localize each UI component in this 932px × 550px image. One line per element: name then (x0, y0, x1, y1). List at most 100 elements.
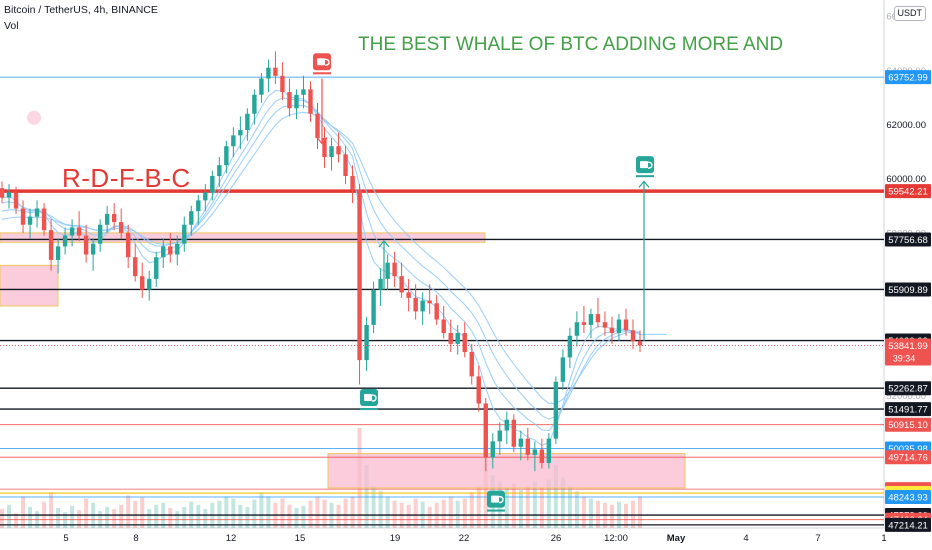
time-axis-tick-label: 22 (459, 533, 470, 544)
price-axis-label: 59542.21 (888, 187, 928, 198)
candle-body (511, 419, 517, 447)
candle (637, 330, 643, 352)
volume-bar (539, 488, 544, 528)
volume-bar (371, 485, 376, 528)
price-axis-label: 57756.68 (888, 235, 928, 246)
candle (385, 254, 390, 290)
candle-body (259, 78, 264, 95)
volume-bar (378, 491, 383, 528)
candle (357, 184, 362, 385)
candle-body (224, 146, 229, 166)
volume-bar (427, 506, 432, 528)
volume-bar (364, 464, 369, 528)
candle-body (161, 246, 166, 258)
candle (231, 127, 236, 158)
price-axis-label: 47214.21 (888, 520, 928, 531)
volume-bar (84, 498, 89, 528)
candle (574, 311, 580, 347)
candle (406, 278, 411, 312)
price-axis-label: 48243.93 (888, 493, 928, 504)
volume-bar (119, 504, 124, 528)
candle (168, 232, 173, 263)
candle-body (462, 333, 467, 352)
volume-bar (56, 508, 61, 528)
candle (133, 243, 138, 282)
candle-body (175, 243, 180, 255)
volume-bar (182, 506, 187, 528)
candle-body (76, 227, 82, 236)
volume-indicator-label: Vol (4, 20, 19, 32)
candle-body (336, 146, 341, 155)
candle (462, 322, 467, 358)
volume-bar (525, 485, 530, 528)
candle-body (322, 138, 327, 158)
candle-body (420, 300, 425, 312)
price-axis-label: 50915.10 (888, 420, 928, 431)
candle (483, 398, 488, 472)
time-axis-tick-label: 5 (63, 533, 68, 544)
candle (490, 433, 495, 469)
price-axis-label-bg (885, 450, 931, 465)
candle (210, 170, 215, 201)
time-axis-tick-label: 7 (815, 533, 820, 544)
time-axis-tick-label: 8 (133, 533, 138, 544)
candle (392, 251, 397, 288)
symbol-title: Bitcoin / TetherUS, 4h, BINANCE (4, 4, 158, 16)
time-axis-tick-label: May (667, 533, 686, 544)
candle (76, 211, 82, 241)
candle (48, 219, 54, 271)
candle-body (196, 200, 201, 212)
volume-bar (462, 498, 467, 528)
candle-body (413, 297, 418, 312)
candle-body (189, 211, 194, 225)
price-axis-label-bg (885, 232, 931, 247)
candle-body (34, 208, 40, 217)
volume-bar (574, 491, 579, 528)
volume-bar (469, 492, 474, 528)
price-axis-tick-label: 62000.00 (886, 120, 926, 131)
candle-body (546, 438, 552, 464)
coffee-cup-icon[interactable] (487, 490, 505, 512)
volume-bar (245, 506, 250, 528)
volume-bar (140, 497, 145, 528)
candle-body (0, 188, 5, 198)
time-axis-tick-label: 12:00 (604, 533, 628, 544)
candle-body (630, 330, 636, 342)
candle-body (266, 67, 271, 79)
candle-body (637, 341, 643, 346)
volume-bar (49, 492, 54, 528)
candle (364, 316, 369, 371)
volume-bar (385, 496, 390, 528)
candle-body (273, 67, 278, 76)
demand-zone (0, 232, 486, 243)
currency-badge[interactable]: USDT (893, 6, 926, 21)
coffee-cup-icon[interactable] (636, 156, 654, 178)
candle-body (574, 322, 580, 336)
candle-body (469, 352, 474, 377)
candle (448, 319, 453, 352)
price-axis-label-bg (885, 490, 931, 505)
candle (553, 376, 559, 445)
candle-body (13, 192, 19, 209)
pattern-label-annotation: R-D-F-B-C (62, 163, 191, 193)
volume-bar (147, 509, 152, 528)
volume-bar (217, 500, 222, 528)
price-axis-tick-label: 52000.00 (886, 391, 926, 402)
candle-body (294, 94, 299, 109)
candle-body (455, 333, 460, 344)
candle-body (315, 113, 320, 139)
candle-body (427, 300, 432, 304)
price-axis-label: 63752.99 (888, 73, 928, 84)
coffee-cup-icon[interactable] (313, 53, 331, 75)
drop-arrow-head (316, 137, 328, 145)
candle-body (48, 230, 54, 260)
candle-body (133, 257, 138, 277)
coffee-cup-icon[interactable] (360, 389, 378, 411)
volume-bar (441, 499, 446, 528)
candle (189, 205, 194, 236)
price-axis-label: 51491.77 (888, 405, 928, 416)
candle (196, 194, 201, 225)
volume-bar (336, 504, 341, 528)
candle (104, 205, 110, 233)
